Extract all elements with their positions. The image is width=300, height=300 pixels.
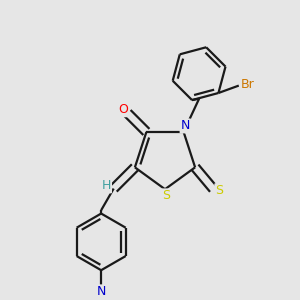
Text: O: O xyxy=(118,103,128,116)
Text: H: H xyxy=(102,179,111,192)
Text: S: S xyxy=(162,189,170,203)
Text: S: S xyxy=(215,184,223,197)
Text: N: N xyxy=(181,119,190,132)
Text: Br: Br xyxy=(240,78,254,92)
Text: N: N xyxy=(97,285,106,298)
